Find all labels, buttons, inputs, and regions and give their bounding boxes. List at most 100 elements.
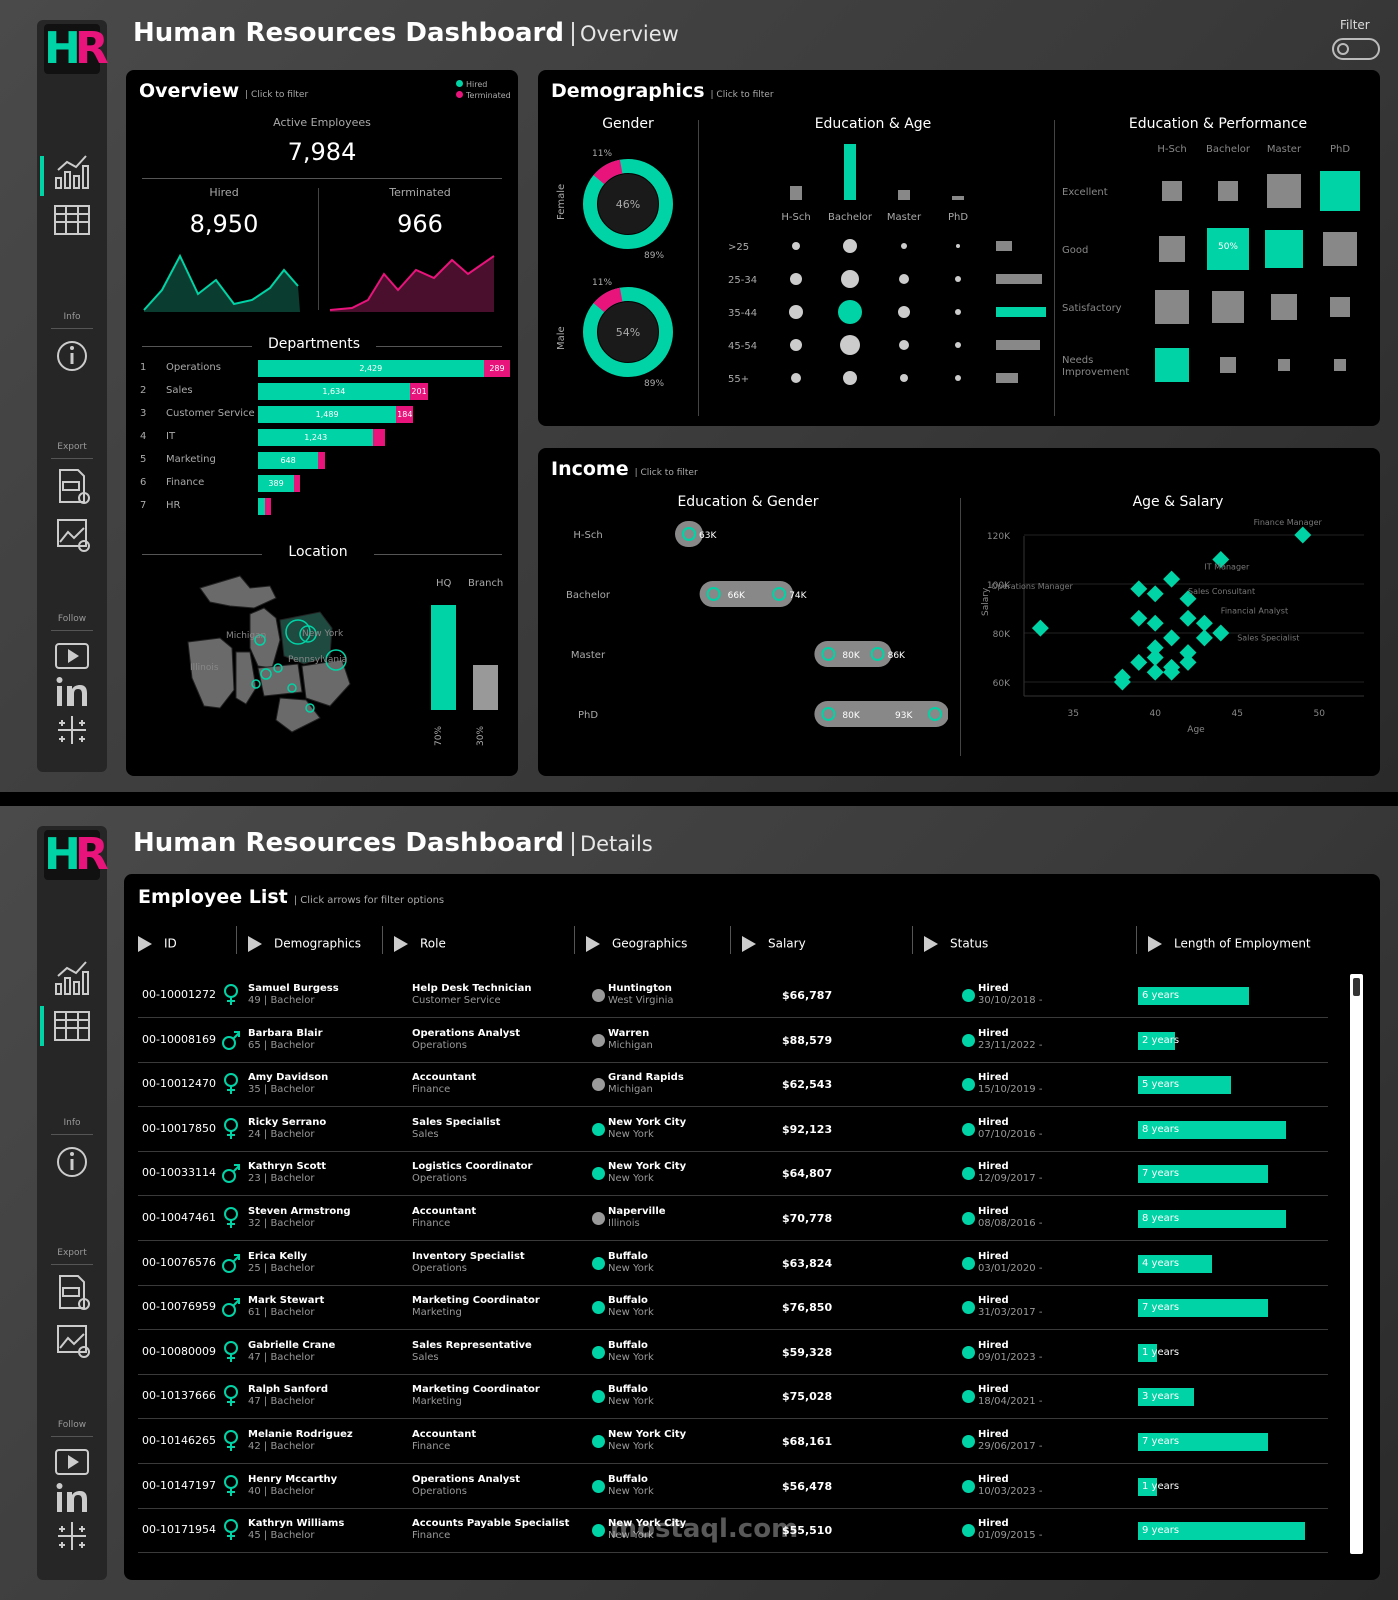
dept-terminated-bar[interactable]: 201 — [409, 383, 429, 400]
salary-range-pill[interactable] — [814, 641, 892, 667]
edu-age-dot[interactable] — [838, 300, 862, 324]
edu-age-dot[interactable] — [955, 342, 961, 348]
dept-terminated-bar[interactable] — [265, 498, 272, 515]
details-table-icon[interactable] — [52, 1006, 92, 1046]
salary-range-pill[interactable] — [699, 581, 794, 607]
perf-square[interactable] — [1267, 174, 1301, 208]
table-row[interactable]: 00-10137666 Ralph Sanford 47 | Bachelor Mar… — [138, 1375, 1328, 1420]
filter-toggle[interactable] — [1332, 38, 1380, 60]
age-count-bar[interactable] — [996, 307, 1046, 317]
edu-age-dot[interactable] — [790, 339, 802, 351]
perf-square[interactable] — [1271, 294, 1297, 320]
table-scrollbar[interactable] — [1350, 974, 1363, 1554]
linkedin-icon[interactable] — [52, 1478, 92, 1518]
length-of-employment-bar[interactable]: 2 years — [1138, 1031, 1179, 1050]
edu-age-dot[interactable] — [900, 374, 908, 382]
perf-square[interactable] — [1334, 359, 1346, 371]
linkedin-icon[interactable] — [52, 672, 92, 712]
scatter-point[interactable] — [1113, 673, 1131, 691]
scatter-point[interactable] — [1163, 570, 1181, 588]
filter-arrow-icon[interactable] — [924, 936, 938, 952]
perf-square[interactable] — [1265, 230, 1303, 268]
perf-square[interactable] — [1278, 359, 1290, 371]
filter-arrow-icon[interactable] — [394, 936, 408, 952]
table-row[interactable]: 00-10076959 Mark Stewart 61 | Bachelor Mark… — [138, 1286, 1328, 1331]
table-row[interactable]: 00-10080009 Gabrielle Crane 47 | Bachelor S… — [138, 1331, 1328, 1375]
age-count-bar[interactable] — [996, 241, 1012, 251]
youtube-icon[interactable] — [52, 636, 92, 676]
edu-age-dot[interactable] — [955, 375, 961, 381]
dept-terminated-bar[interactable] — [318, 452, 325, 469]
edu-age-dot[interactable] — [955, 309, 961, 315]
scatter-point[interactable] — [1294, 526, 1312, 544]
gender-donuts[interactable]: Female Male 46% 11% 89% 54% 11% 89% — [548, 140, 698, 420]
salary-range-pill[interactable] — [675, 521, 703, 547]
table-row[interactable]: 00-10171954 Kathryn Williams 45 | Bachelor… — [138, 1509, 1328, 1554]
edu-age-dot[interactable] — [899, 274, 909, 284]
edu-age-chart[interactable]: H-Sch Bachelor Master PhD >25 25-34 35-44 45-54… — [706, 136, 1046, 422]
scatter-point[interactable] — [1031, 619, 1049, 637]
edu-age-dot[interactable] — [791, 373, 801, 383]
scatter-point[interactable] — [1130, 609, 1148, 627]
export-image-icon[interactable] — [52, 1320, 92, 1360]
dept-terminated-bar[interactable]: 289 — [483, 360, 511, 377]
details-table-icon[interactable] — [52, 200, 92, 240]
overview-chart-icon[interactable] — [52, 152, 92, 192]
perf-square[interactable] — [1207, 228, 1249, 270]
edu-age-dot[interactable] — [792, 242, 800, 250]
length-of-employment-bar[interactable]: 7 years — [1138, 1165, 1268, 1184]
column-header[interactable]: Demographics — [248, 936, 361, 952]
dept-hired-bar[interactable]: 2,429 — [258, 360, 484, 377]
scatter-point[interactable] — [1146, 663, 1164, 681]
table-row[interactable]: 00-10033114 Kathryn Scott 23 | Bachelor Log… — [138, 1152, 1328, 1197]
scatter-point[interactable] — [1179, 644, 1197, 662]
length-of-employment-bar[interactable]: 9 years — [1138, 1522, 1305, 1541]
perf-square[interactable] — [1218, 181, 1238, 201]
dept-hired-bar[interactable]: 1,489 — [258, 406, 397, 423]
edu-age-dot[interactable] — [901, 243, 907, 249]
edu-age-dot[interactable] — [840, 335, 860, 355]
age-count-bar[interactable] — [996, 274, 1042, 284]
dept-hired-bar[interactable]: 1,634 — [258, 383, 410, 400]
table-row[interactable]: 00-10017850 Ricky Serrano 24 | Bachelor Sal… — [138, 1108, 1328, 1152]
overview-chart-icon[interactable] — [52, 958, 92, 998]
info-icon[interactable] — [52, 336, 92, 376]
scatter-point[interactable] — [1179, 609, 1197, 627]
scatter-point[interactable] — [1146, 649, 1164, 666]
tableau-icon[interactable] — [52, 710, 92, 750]
export-image-icon[interactable] — [52, 514, 92, 554]
edu-count-bar[interactable] — [790, 186, 802, 200]
length-of-employment-bar[interactable]: 3 years — [1138, 1388, 1194, 1407]
length-of-employment-bar[interactable]: 4 years — [1138, 1254, 1212, 1273]
filter-arrow-icon[interactable] — [248, 936, 262, 952]
table-row[interactable]: 00-10008169 Barbara Blair 65 | Bachelor Ope… — [138, 1019, 1328, 1063]
edu-count-bar[interactable] — [898, 190, 910, 200]
length-of-employment-bar[interactable]: 1 years — [1138, 1343, 1179, 1362]
age-count-bar[interactable] — [996, 373, 1018, 383]
perf-square[interactable] — [1159, 236, 1185, 262]
filter-arrow-icon[interactable] — [138, 936, 152, 952]
perf-square[interactable] — [1320, 171, 1360, 211]
export-pdf-icon[interactable] — [52, 1272, 92, 1312]
edu-count-bar[interactable] — [952, 196, 964, 200]
table-row[interactable]: 00-10012470 Amy Davidson 35 | Bachelor Acco… — [138, 1063, 1328, 1108]
export-pdf-icon[interactable] — [52, 466, 92, 506]
column-header[interactable]: Length of Employment — [1148, 936, 1311, 952]
dept-hired-bar[interactable] — [258, 498, 266, 515]
filter-arrow-icon[interactable] — [1148, 936, 1162, 952]
branch-bar[interactable] — [473, 665, 498, 710]
length-of-employment-bar[interactable]: 1 years — [1138, 1477, 1179, 1496]
edu-age-dot[interactable] — [843, 371, 857, 385]
perf-square[interactable] — [1330, 297, 1350, 317]
perf-square[interactable] — [1212, 291, 1244, 323]
length-of-employment-bar[interactable]: 8 years — [1138, 1210, 1286, 1228]
tableau-icon[interactable] — [52, 1516, 92, 1556]
column-header[interactable]: Geographics — [586, 936, 687, 952]
scatter-point[interactable] — [1163, 629, 1181, 647]
length-of-employment-bar[interactable]: 6 years — [1138, 987, 1249, 1005]
column-header[interactable]: Role — [394, 936, 446, 952]
edu-age-dot[interactable] — [898, 306, 910, 318]
dept-hired-bar[interactable]: 389 — [258, 475, 295, 492]
edu-age-dot[interactable] — [841, 270, 859, 288]
edu-age-dot[interactable] — [789, 305, 803, 319]
